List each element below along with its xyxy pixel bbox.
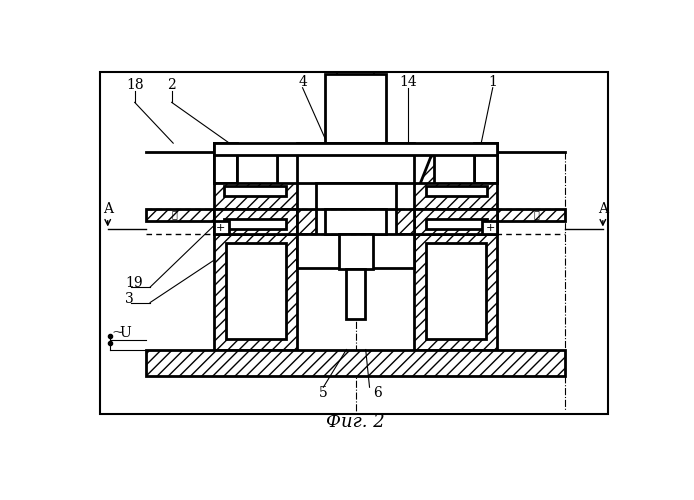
Polygon shape <box>415 147 474 208</box>
Bar <box>325 208 387 234</box>
Bar <box>474 143 498 183</box>
Bar <box>214 234 297 349</box>
Text: 6: 6 <box>373 386 382 400</box>
Bar <box>237 152 277 194</box>
Bar <box>297 208 316 234</box>
Bar <box>425 244 486 338</box>
Bar <box>214 183 297 208</box>
Bar <box>297 234 414 268</box>
Bar <box>414 183 498 208</box>
Bar <box>414 208 498 234</box>
Bar <box>425 220 487 230</box>
Text: ✕: ✕ <box>172 210 178 220</box>
Text: 5: 5 <box>319 386 328 400</box>
Text: ✕: ✕ <box>534 210 539 220</box>
Bar <box>498 208 565 221</box>
Bar <box>339 234 373 268</box>
Text: U: U <box>119 326 131 340</box>
Bar <box>325 74 387 143</box>
Bar <box>396 208 414 234</box>
Text: A: A <box>598 202 608 215</box>
Text: A: A <box>103 202 112 215</box>
Bar <box>146 208 214 221</box>
Text: 19: 19 <box>126 276 143 290</box>
Text: ~: ~ <box>111 326 124 340</box>
Bar <box>214 143 237 183</box>
Text: +: + <box>217 223 226 233</box>
Bar <box>434 152 474 194</box>
Bar <box>214 221 230 234</box>
Text: Фиг. 2: Фиг. 2 <box>326 413 385 431</box>
Bar <box>214 208 297 234</box>
Bar <box>226 244 286 338</box>
Bar <box>297 143 414 183</box>
Bar <box>224 186 286 196</box>
Bar <box>224 220 286 230</box>
Bar <box>316 183 396 208</box>
Text: 4: 4 <box>298 74 307 88</box>
Bar <box>100 72 608 414</box>
Polygon shape <box>237 147 296 208</box>
Bar <box>414 234 498 349</box>
Text: 18: 18 <box>126 78 144 92</box>
Bar <box>146 350 565 376</box>
Bar <box>425 186 487 196</box>
Bar <box>346 268 365 318</box>
Text: 3: 3 <box>126 292 134 306</box>
Text: +: + <box>486 223 495 233</box>
Text: 2: 2 <box>167 78 176 92</box>
Text: 1: 1 <box>489 74 497 88</box>
Bar <box>214 143 498 154</box>
Bar <box>482 221 498 234</box>
Text: 14: 14 <box>399 74 417 88</box>
